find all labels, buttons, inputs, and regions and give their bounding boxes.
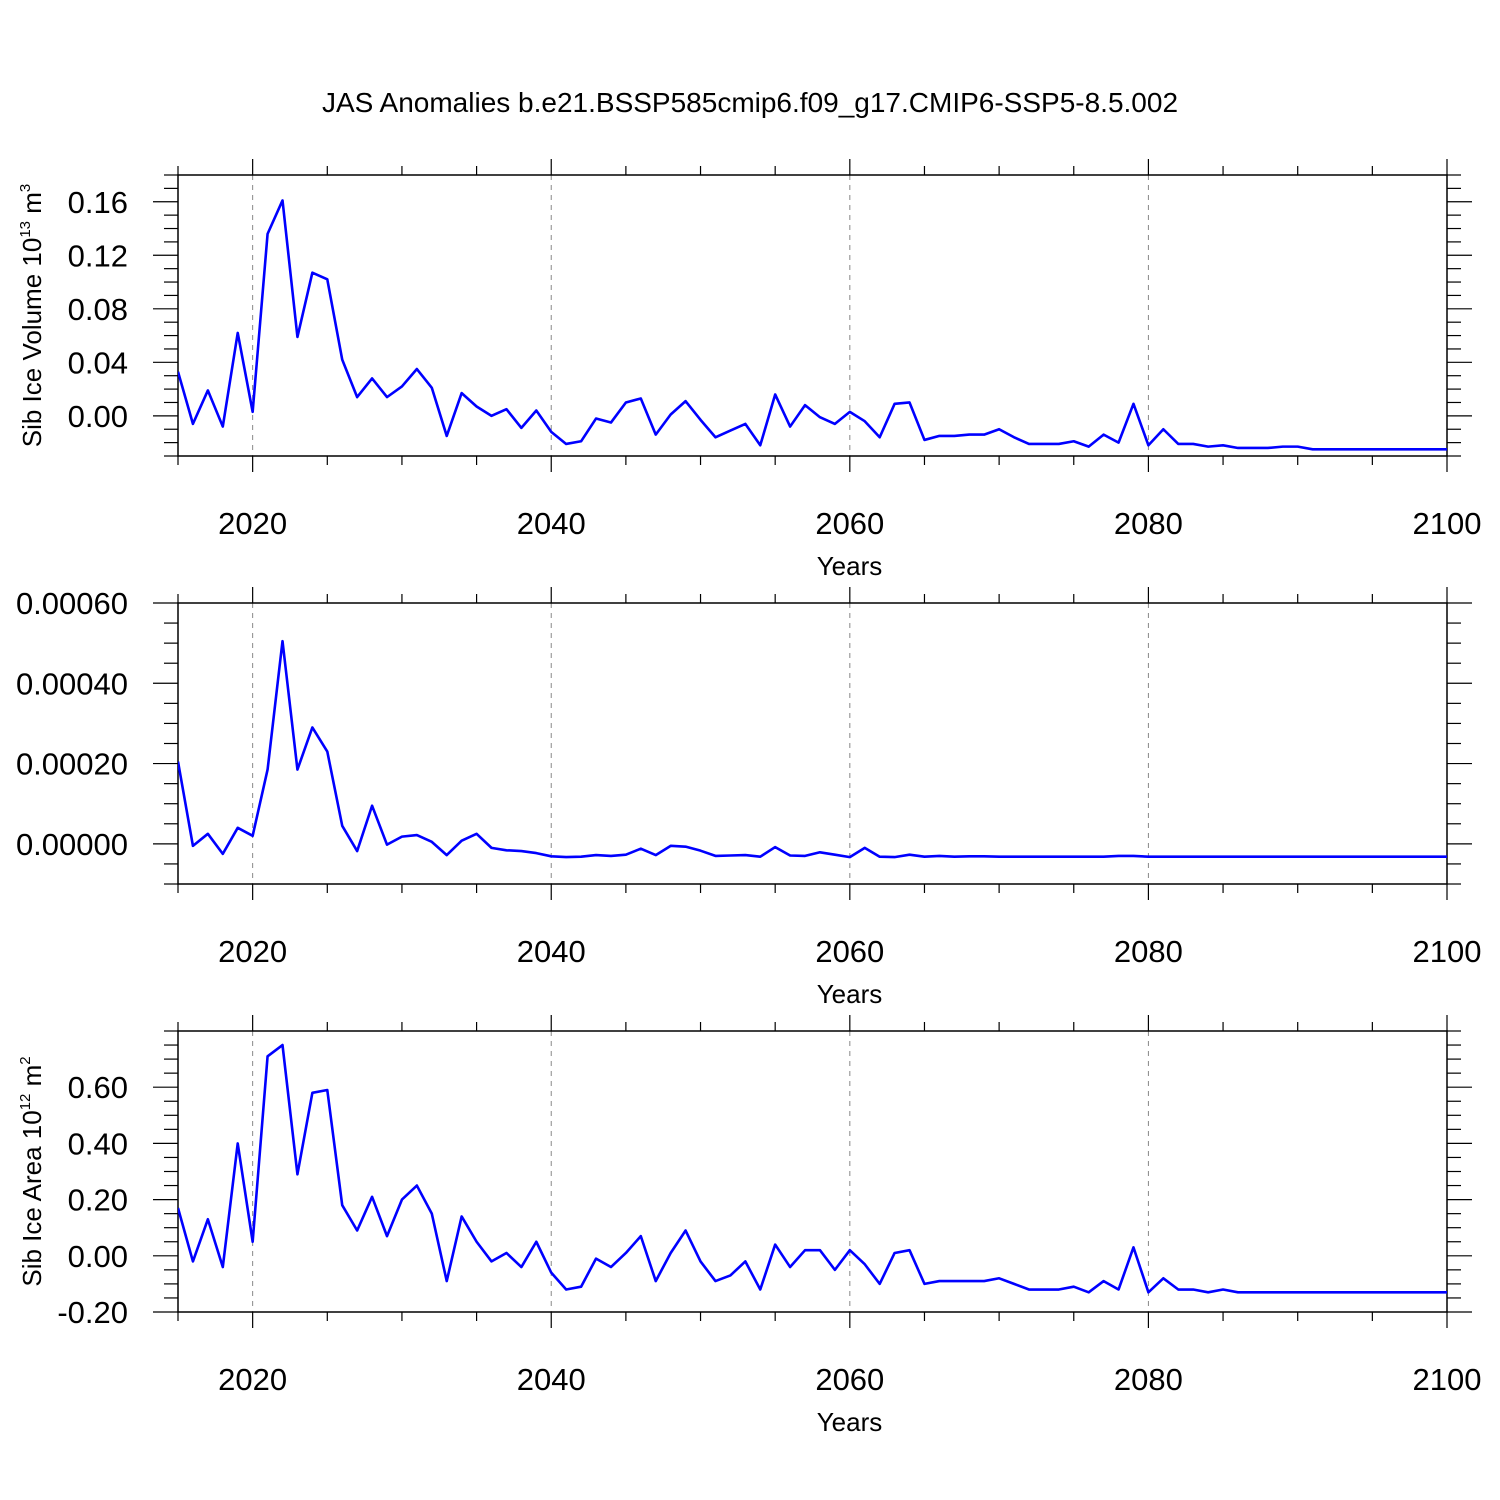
plot-frame <box>177 174 1448 457</box>
x-tick-label: 2100 <box>1413 506 1482 541</box>
y-axis-label: Sib Ice Volume 1013 m3 <box>17 184 47 448</box>
x-tick-label: 2020 <box>218 506 287 541</box>
x-tick-label: 2080 <box>1114 934 1183 969</box>
x-axis-label: Years <box>817 979 883 1009</box>
y-tick-label: 0.04 <box>68 345 128 380</box>
x-tick-label: 2080 <box>1114 1362 1183 1397</box>
figure-title: JAS Anomalies b.e21.BSSP585cmip6.f09_g17… <box>322 87 1178 118</box>
y-tick-label: 0.00 <box>68 399 128 434</box>
panel-3: 2020 2040 2060 2080 2100 -0.20 0.00 0.20 0.40 0.6… <box>17 1015 1481 1437</box>
series-line <box>178 639 1447 859</box>
x-tick-label: 2100 <box>1413 934 1482 969</box>
y-tick-label: 0.00040 <box>16 666 128 701</box>
y-tick-label: 0.00 <box>68 1239 128 1274</box>
x-tick-label: 2060 <box>815 934 884 969</box>
x-tick-label: 2080 <box>1114 506 1183 541</box>
y-tick-label: 0.40 <box>68 1126 128 1161</box>
y-tick-label: 0.08 <box>68 292 128 327</box>
y-tick-label: 0.00020 <box>16 747 128 782</box>
y-tick-label: -0.20 <box>57 1295 128 1330</box>
y-tick-label: 0.16 <box>68 185 128 220</box>
x-tick-label: 2040 <box>517 1362 586 1397</box>
x-tick-label: 2060 <box>815 506 884 541</box>
panels: 2020 2040 2060 2080 2100 0.00 0.04 0.08 0.12 0.16… <box>16 159 1482 1437</box>
x-tick-label: 2060 <box>815 1362 884 1397</box>
x-tick-label: 2020 <box>218 1362 287 1397</box>
y-tick-label: 0.00000 <box>16 827 128 862</box>
y-tick-label: 0.20 <box>68 1183 128 1218</box>
x-tick-label: 2020 <box>218 934 287 969</box>
y-tick-label: 0.60 <box>68 1070 128 1105</box>
y-axis-label: Sib Ice Area 1012 m2 <box>17 1056 47 1286</box>
panel-2: 2020 2040 2060 2080 2100 0.00000 0.00020 0.0004… <box>16 586 1482 1009</box>
y-tick-label: 0.12 <box>68 238 128 273</box>
panel-1: 2020 2040 2060 2080 2100 0.00 0.04 0.08 0.12 0.16… <box>17 159 1481 581</box>
series-line <box>178 199 1447 451</box>
series-line <box>178 1043 1447 1294</box>
x-axis-label: Years <box>817 551 883 581</box>
x-tick-label: 2040 <box>517 506 586 541</box>
x-axis-label: Years <box>817 1407 883 1437</box>
y-tick-label: 0.00060 <box>16 586 128 621</box>
x-tick-label: 2040 <box>517 934 586 969</box>
x-tick-label: 2100 <box>1413 1362 1482 1397</box>
